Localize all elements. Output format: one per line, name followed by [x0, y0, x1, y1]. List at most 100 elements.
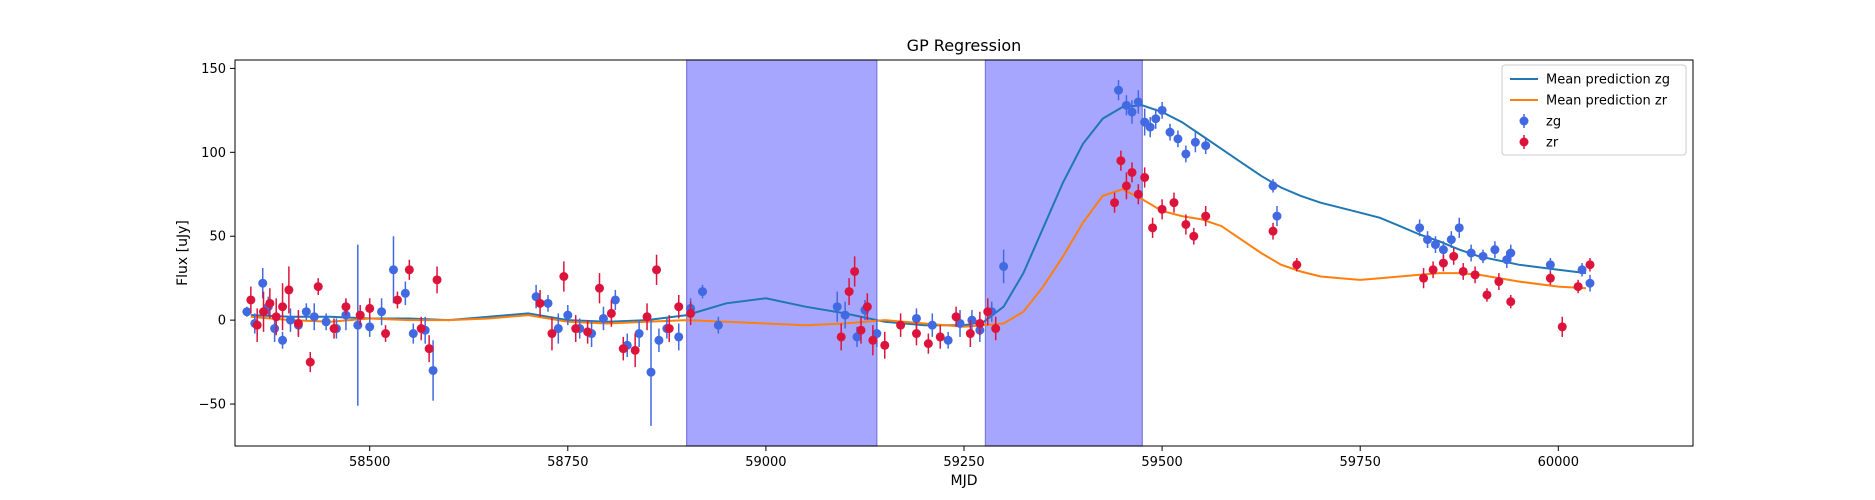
data-point — [652, 265, 662, 275]
x-tick-label: 60000 — [1538, 455, 1579, 470]
data-point — [329, 324, 339, 334]
data-point — [642, 312, 652, 322]
legend-box — [1501, 64, 1687, 156]
data-point — [1157, 105, 1167, 115]
data-point — [388, 265, 398, 275]
data-point — [563, 310, 573, 320]
data-point — [278, 335, 288, 345]
data-point — [1165, 127, 1175, 137]
data-point — [559, 271, 569, 281]
data-point — [1478, 251, 1488, 261]
data-point — [836, 332, 846, 342]
data-point — [531, 292, 541, 302]
data-point — [353, 320, 363, 330]
series-points — [242, 80, 1595, 426]
data-point — [862, 302, 872, 312]
data-point — [535, 298, 545, 308]
data-point — [618, 344, 628, 354]
x-tick-label: 58500 — [349, 455, 390, 470]
data-point — [270, 324, 280, 334]
y-tick-label: 50 — [209, 230, 226, 245]
data-point — [428, 365, 438, 375]
data-point — [999, 261, 1009, 271]
y-axis-label: Flux [uJy] — [175, 220, 191, 286]
data-point — [1438, 245, 1448, 255]
data-point — [868, 335, 878, 345]
data-point — [1181, 149, 1191, 159]
data-point — [365, 322, 375, 332]
data-point — [404, 265, 414, 275]
legend-swatch — [1519, 137, 1529, 147]
x-tick-label: 58750 — [547, 455, 588, 470]
data-point — [983, 307, 993, 317]
data-point — [1121, 181, 1131, 191]
y-tick-label: −50 — [199, 398, 226, 413]
data-point — [1181, 219, 1191, 229]
data-point — [630, 345, 640, 355]
series-points — [246, 150, 1595, 373]
data-point — [278, 302, 288, 312]
data-point — [646, 367, 656, 377]
y-tick-label: 150 — [201, 62, 226, 77]
data-point — [321, 317, 331, 327]
legend: Mean prediction zg Mean prediction zr zg zr — [1501, 64, 1687, 156]
data-point — [664, 324, 674, 334]
x-tick-label: 59500 — [1141, 455, 1182, 470]
legend-label: Mean prediction zg — [1546, 73, 1670, 88]
data-point — [1506, 297, 1516, 307]
x-tick-label: 59000 — [745, 455, 786, 470]
data-point — [1428, 265, 1438, 275]
plot-area — [242, 80, 1595, 426]
data-point — [1502, 255, 1512, 265]
data-point — [1151, 114, 1161, 124]
data-point — [955, 318, 965, 328]
data-point — [598, 313, 608, 323]
data-point — [1470, 270, 1480, 280]
data-point — [698, 287, 708, 297]
data-point — [856, 325, 866, 335]
data-point — [543, 298, 553, 308]
x-tick-label: 59750 — [1340, 455, 1381, 470]
data-point — [713, 320, 723, 330]
data-point — [305, 357, 315, 367]
data-point — [610, 295, 620, 305]
data-point — [1114, 85, 1124, 95]
data-point — [1110, 198, 1120, 208]
data-point — [852, 332, 862, 342]
data-point — [686, 308, 696, 318]
data-point — [880, 340, 890, 350]
data-point — [1466, 248, 1476, 258]
data-point — [285, 315, 295, 325]
data-point — [293, 318, 303, 328]
data-point — [1127, 107, 1137, 117]
data-point — [1585, 278, 1595, 288]
data-point — [547, 329, 557, 339]
y-tick-label: 100 — [201, 146, 226, 161]
data-point — [1133, 189, 1143, 199]
data-point — [432, 275, 442, 285]
data-point — [606, 308, 616, 318]
data-point — [967, 315, 977, 325]
data-point — [553, 324, 563, 334]
data-point — [571, 324, 581, 334]
data-point — [583, 327, 593, 337]
data-point — [1449, 251, 1459, 261]
data-point — [246, 295, 256, 305]
axes: 58500 58750 59000 59250 59500 59750 60000 −50 0 5… — [199, 59, 1694, 470]
data-point — [1446, 235, 1456, 245]
data-point — [1419, 273, 1429, 283]
data-point — [951, 312, 961, 322]
data-point — [896, 320, 906, 330]
data-point — [1454, 223, 1464, 233]
data-point — [1121, 100, 1131, 110]
data-point — [1272, 211, 1282, 221]
data-point — [424, 344, 434, 354]
data-point — [1458, 266, 1468, 276]
data-point — [674, 302, 684, 312]
data-point — [252, 320, 262, 330]
data-point — [259, 307, 269, 317]
series-line — [250, 104, 1587, 327]
data-point — [1482, 290, 1492, 300]
data-point — [313, 282, 323, 292]
